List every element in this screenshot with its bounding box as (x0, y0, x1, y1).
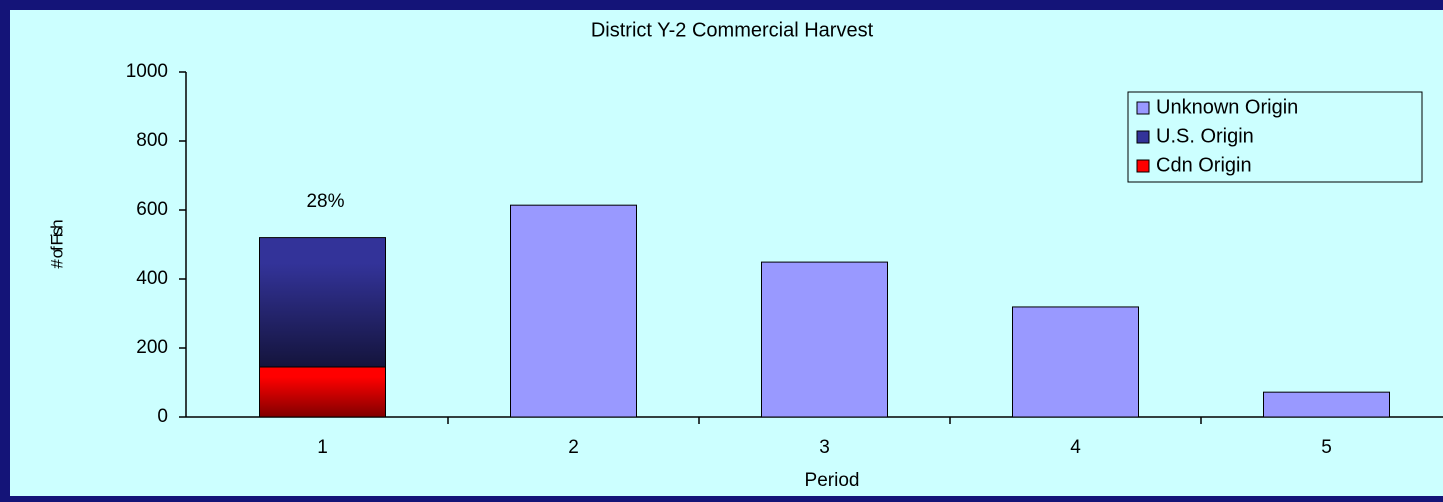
y-tick-label: 600 (136, 199, 168, 220)
legend-swatch (1136, 159, 1150, 173)
x-axis-label: Period (805, 470, 860, 491)
annotation: 28% (306, 191, 344, 212)
y-axis-label: # of Fish (47, 220, 66, 269)
legend-swatch (1136, 101, 1150, 115)
x-tick-label: 2 (568, 437, 579, 458)
bar-segment (761, 261, 888, 418)
legend-label: Unknown Origin (1156, 96, 1298, 118)
x-tick-label: 3 (819, 437, 830, 458)
y-tick-label: 200 (136, 337, 168, 358)
bar-segment (1263, 391, 1390, 418)
chart-title: District Y-2 Commercial Harvest (591, 19, 874, 41)
x-tick-label: 5 (1321, 437, 1332, 458)
x-tick-label: 1 (317, 437, 328, 458)
y-tick-label: 800 (136, 130, 168, 151)
bar-segment (510, 204, 637, 418)
y-tick-label: 1000 (126, 61, 168, 82)
y-tick-label: 0 (157, 406, 168, 427)
legend-box (1127, 91, 1423, 183)
bar-segment (1012, 306, 1139, 418)
x-tick-label: 4 (1070, 437, 1081, 458)
bar-segment (259, 366, 386, 418)
panel (10, 10, 1443, 496)
bar-segment (259, 237, 386, 368)
legend: Unknown Origin U.S. Origin Cdn Origin (1127, 91, 1423, 183)
y-tick-label: 400 (136, 268, 168, 289)
legend-label: U.S. Origin (1156, 125, 1254, 147)
legend-label: Cdn Origin (1156, 154, 1252, 176)
legend-swatch (1136, 130, 1150, 144)
